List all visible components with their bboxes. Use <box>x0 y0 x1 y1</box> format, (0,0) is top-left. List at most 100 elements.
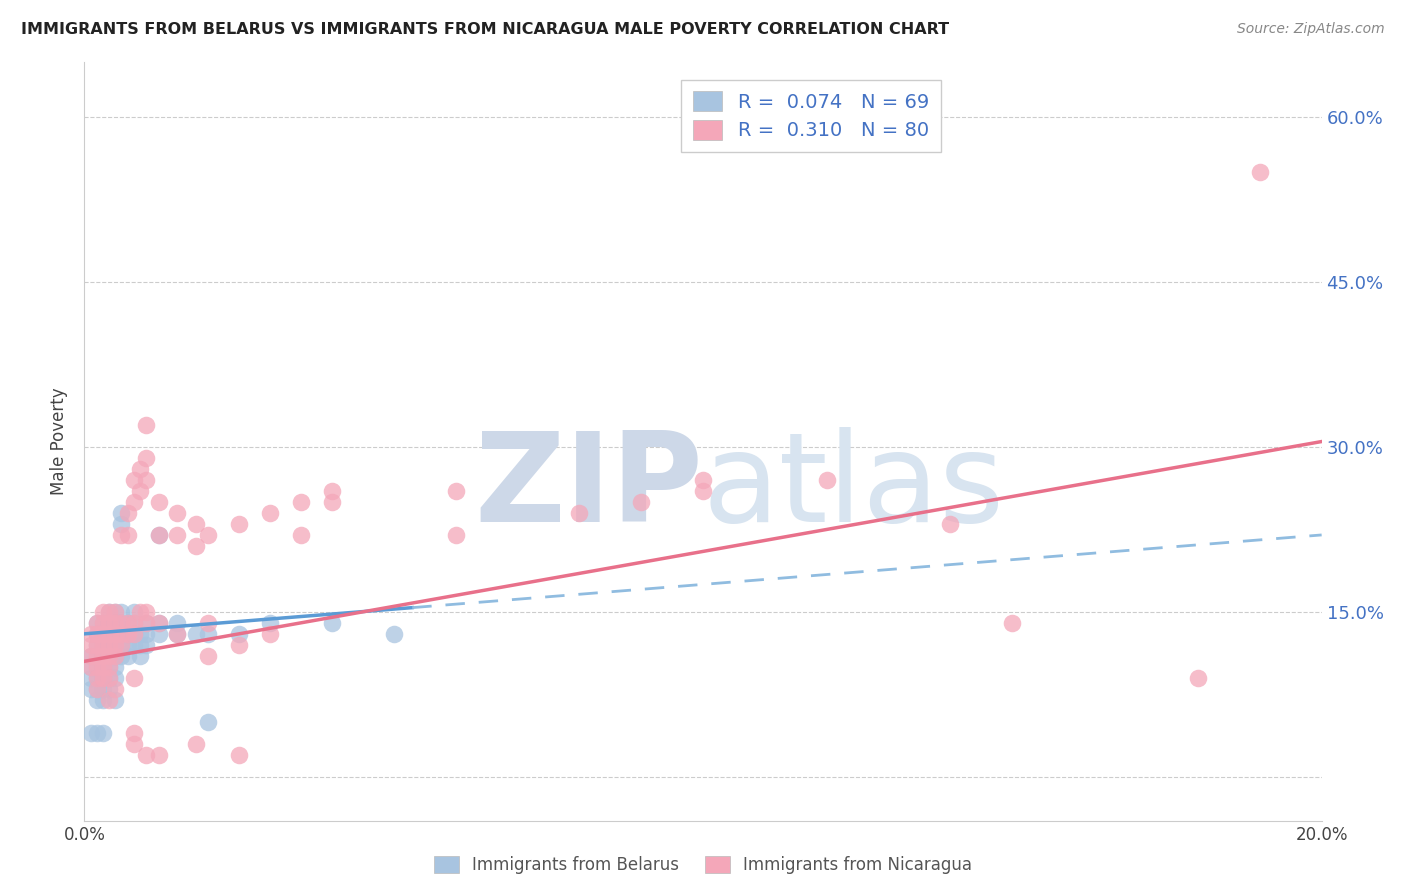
Point <box>110 638 132 652</box>
Point <box>148 528 170 542</box>
Point <box>110 627 132 641</box>
Point <box>91 638 114 652</box>
Point <box>444 528 467 542</box>
Point <box>86 725 108 739</box>
Point <box>122 737 145 751</box>
Point <box>98 615 121 630</box>
Point <box>79 681 101 696</box>
Point <box>122 615 145 630</box>
Point <box>98 638 121 652</box>
Point <box>86 638 108 652</box>
Point <box>98 671 121 685</box>
Point <box>290 495 312 509</box>
Point <box>98 638 121 652</box>
Point <box>86 638 108 652</box>
Point <box>135 747 157 762</box>
Point <box>148 528 170 542</box>
Point <box>117 528 139 542</box>
Point <box>568 506 591 520</box>
Point <box>110 615 132 630</box>
Point <box>135 418 157 433</box>
Point <box>98 648 121 663</box>
Point <box>197 714 219 729</box>
Point <box>91 627 114 641</box>
Point <box>815 473 838 487</box>
Point <box>79 725 101 739</box>
Point <box>98 605 121 619</box>
Point <box>86 671 108 685</box>
Point <box>110 528 132 542</box>
Point <box>228 627 250 641</box>
Point <box>79 660 101 674</box>
Point <box>86 692 108 706</box>
Point <box>321 615 343 630</box>
Point <box>117 615 139 630</box>
Point <box>104 660 127 674</box>
Point <box>692 483 714 498</box>
Text: Source: ZipAtlas.com: Source: ZipAtlas.com <box>1237 22 1385 37</box>
Point <box>91 615 114 630</box>
Point <box>86 660 108 674</box>
Point <box>91 692 114 706</box>
Point <box>98 627 121 641</box>
Point <box>104 627 127 641</box>
Point <box>166 615 188 630</box>
Point <box>135 615 157 630</box>
Point <box>104 671 127 685</box>
Text: atlas: atlas <box>703 426 1005 548</box>
Point <box>939 516 962 531</box>
Point <box>86 648 108 663</box>
Point <box>1187 671 1209 685</box>
Point <box>86 648 108 663</box>
Point <box>110 615 132 630</box>
Point <box>259 615 281 630</box>
Point <box>122 671 145 685</box>
Point <box>197 615 219 630</box>
Point <box>135 473 157 487</box>
Point <box>135 450 157 465</box>
Point <box>630 495 652 509</box>
Point <box>166 528 188 542</box>
Point <box>129 638 152 652</box>
Point <box>117 506 139 520</box>
Point <box>259 627 281 641</box>
Point <box>197 648 219 663</box>
Point <box>91 605 114 619</box>
Point <box>98 692 121 706</box>
Point <box>86 615 108 630</box>
Point <box>117 627 139 641</box>
Point <box>129 462 152 476</box>
Point <box>98 671 121 685</box>
Point <box>122 615 145 630</box>
Point <box>1249 165 1271 179</box>
Point <box>91 681 114 696</box>
Point <box>117 615 139 630</box>
Point <box>166 627 188 641</box>
Point <box>104 681 127 696</box>
Point <box>129 483 152 498</box>
Point <box>110 638 132 652</box>
Point <box>122 725 145 739</box>
Point <box>110 605 132 619</box>
Point <box>228 516 250 531</box>
Point <box>135 627 157 641</box>
Point <box>104 605 127 619</box>
Point <box>184 737 207 751</box>
Point <box>321 483 343 498</box>
Point <box>259 506 281 520</box>
Point <box>86 681 108 696</box>
Point <box>117 627 139 641</box>
Point <box>91 671 114 685</box>
Point <box>122 473 145 487</box>
Point <box>91 660 114 674</box>
Point <box>91 648 114 663</box>
Point <box>1001 615 1024 630</box>
Point <box>104 692 127 706</box>
Point <box>91 725 114 739</box>
Point <box>79 648 101 663</box>
Point <box>91 627 114 641</box>
Point <box>79 627 101 641</box>
Point <box>129 605 152 619</box>
Point <box>117 648 139 663</box>
Point <box>117 638 139 652</box>
